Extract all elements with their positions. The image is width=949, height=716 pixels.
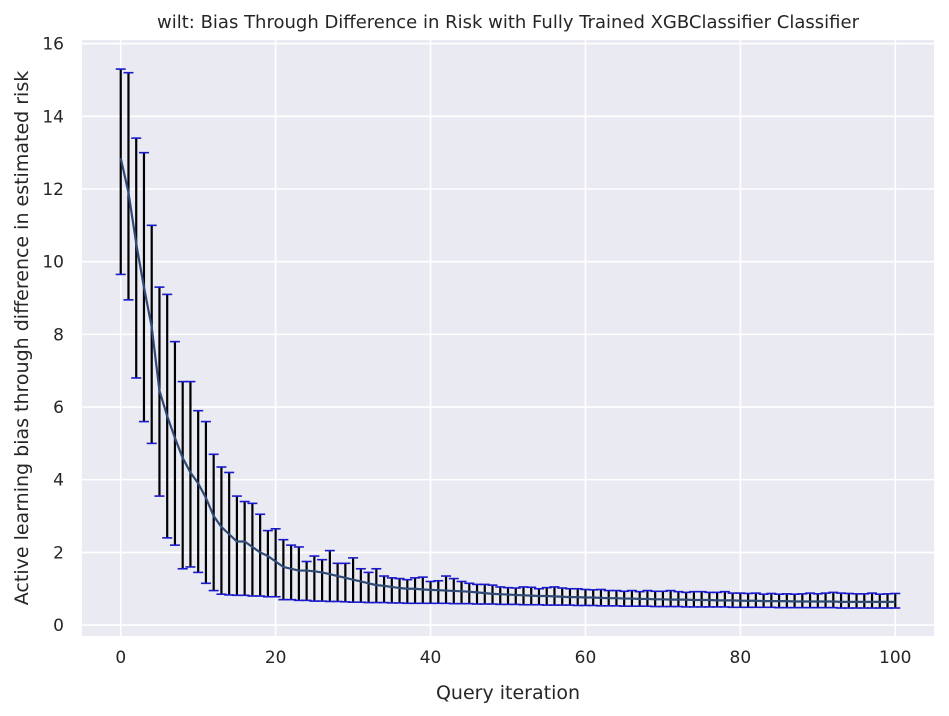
mean-line: [119, 157, 896, 603]
chart-title: wilt: Bias Through Difference in Risk wi…: [157, 12, 860, 33]
y-tick-label: 10: [42, 253, 64, 273]
y-tick-label: 12: [42, 180, 64, 200]
y-tick-label: 2: [53, 543, 64, 563]
y-axis-label: Active learning bias through difference …: [11, 71, 33, 605]
y-tick-label: 16: [42, 35, 64, 55]
x-axis-label: Query iteration: [436, 682, 580, 704]
x-tick-label: 40: [420, 648, 442, 668]
x-tick-label: 100: [879, 648, 911, 668]
mean-series-line: [119, 157, 896, 603]
y-tick-label: 8: [53, 325, 64, 345]
tick-labels: 0 20 40 60 80 100 0 2 4 6 8 10 12 14 16: [42, 35, 911, 668]
error-bar-caps: [115, 68, 901, 609]
grid-lines: [82, 40, 934, 636]
x-tick-label: 0: [115, 648, 126, 668]
y-tick-label: 0: [53, 616, 64, 636]
y-tick-label: 14: [42, 107, 64, 127]
y-tick-label: 4: [53, 471, 64, 491]
x-tick-label: 80: [730, 648, 752, 668]
plot-background: [82, 40, 934, 636]
x-tick-label: 20: [265, 648, 287, 668]
x-tick-label: 60: [575, 648, 597, 668]
y-tick-label: 6: [53, 398, 64, 418]
